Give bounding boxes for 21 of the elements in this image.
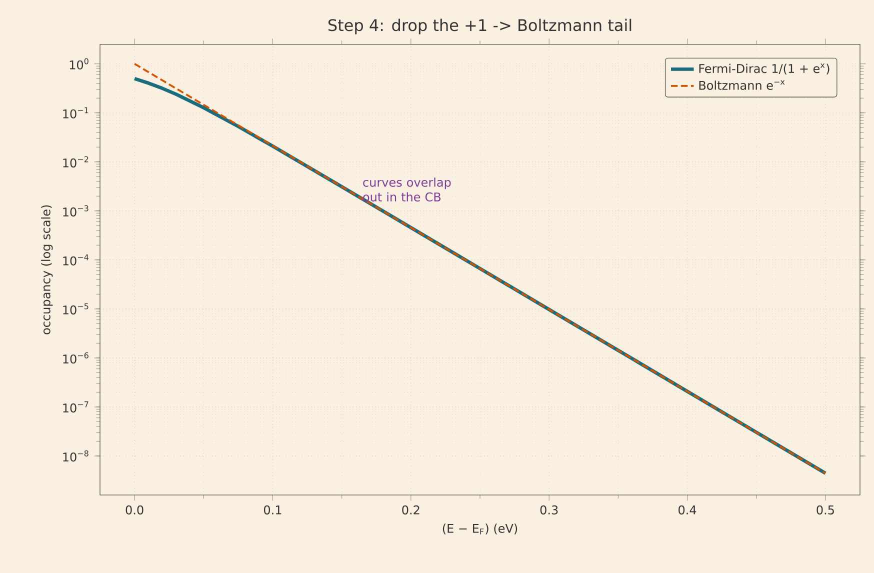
y-tick-label: 10$^{−7}$ (63, 401, 88, 413)
x-tick-label: 0.5 (816, 505, 834, 514)
y-axis-title: occupancy (log scale) (41, 205, 53, 334)
x-axis-title: (E − E$_{F}$) (eV) (442, 524, 518, 534)
y-tick-label: 10$^{−6}$ (63, 352, 88, 364)
x-tick-label: 0.0 (126, 505, 144, 514)
legend-label: Fermi-Dirac 1/(1 + e$^{x}$) (699, 63, 830, 75)
x-tick-label: 0.4 (678, 505, 696, 514)
y-tick-label: 10$^{−3}$ (63, 205, 88, 216)
y-tick-label: 10$^{−5}$ (63, 303, 88, 314)
annotation: curves overlap out in the CB (363, 178, 451, 202)
x-tick-label: 0.3 (540, 505, 558, 514)
x-tick-label: 0.2 (402, 505, 420, 514)
legend-label: Boltzmann e$^{−x}$ (699, 80, 785, 90)
y-tick-label: 10$^{−4}$ (63, 254, 88, 266)
y-tick-label: 10$^{−2}$ (63, 156, 88, 168)
y-tick-label: 10$^{−1}$ (63, 107, 88, 118)
chart-title: Step 4: drop the +1 -> Boltzmann tail (328, 18, 632, 34)
y-tick-label: 10$^{0}$ (70, 58, 88, 70)
x-tick-label: 0.1 (264, 505, 282, 514)
y-tick-label: 10$^{−8}$ (63, 450, 88, 462)
